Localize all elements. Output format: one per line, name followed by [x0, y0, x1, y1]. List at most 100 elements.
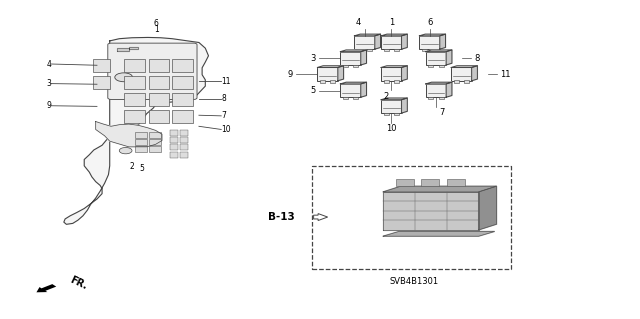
FancyArrow shape: [314, 214, 328, 220]
Bar: [381, 100, 401, 113]
Polygon shape: [381, 66, 407, 68]
Bar: [353, 65, 358, 67]
Text: 11: 11: [221, 77, 231, 85]
Bar: [464, 80, 469, 83]
Polygon shape: [446, 50, 452, 65]
Bar: [317, 68, 338, 81]
Bar: [170, 152, 178, 158]
Bar: [93, 76, 110, 89]
Text: 3: 3: [310, 54, 316, 63]
Bar: [426, 52, 446, 65]
Circle shape: [115, 73, 132, 82]
Text: 8: 8: [474, 54, 479, 63]
Bar: [421, 179, 439, 186]
Bar: [355, 36, 375, 49]
Bar: [384, 49, 389, 51]
Bar: [384, 80, 389, 83]
Bar: [170, 144, 178, 150]
Polygon shape: [401, 98, 407, 113]
Bar: [149, 146, 161, 152]
Bar: [149, 132, 161, 138]
Bar: [367, 49, 372, 51]
Bar: [454, 80, 459, 83]
Bar: [426, 84, 446, 97]
Bar: [384, 113, 389, 115]
Polygon shape: [419, 34, 445, 36]
Polygon shape: [401, 34, 407, 49]
Bar: [394, 49, 399, 51]
Text: 5: 5: [310, 86, 316, 95]
Polygon shape: [383, 232, 495, 236]
Polygon shape: [451, 66, 477, 68]
Polygon shape: [340, 50, 367, 52]
Text: 6: 6: [427, 18, 432, 27]
Bar: [170, 130, 178, 136]
Bar: [148, 93, 169, 106]
Text: 1: 1: [388, 18, 394, 27]
Text: 10: 10: [386, 124, 397, 133]
Bar: [394, 80, 399, 83]
Text: FR.: FR.: [68, 275, 89, 292]
Text: 9: 9: [46, 101, 51, 110]
Bar: [180, 144, 188, 150]
Bar: [353, 97, 358, 100]
Bar: [428, 65, 433, 67]
Bar: [172, 59, 193, 71]
Text: 7: 7: [221, 111, 226, 120]
Text: 3: 3: [46, 79, 51, 88]
Bar: [343, 97, 348, 100]
Bar: [438, 65, 444, 67]
Polygon shape: [383, 192, 479, 230]
FancyBboxPatch shape: [108, 43, 197, 100]
Bar: [451, 68, 472, 81]
Bar: [148, 59, 169, 71]
Bar: [312, 166, 511, 269]
Bar: [172, 93, 193, 106]
Text: 8: 8: [221, 94, 226, 103]
Text: SVB4B1301: SVB4B1301: [390, 277, 439, 286]
Bar: [135, 146, 147, 152]
Bar: [320, 80, 325, 83]
Bar: [172, 76, 193, 89]
Polygon shape: [381, 34, 407, 36]
Polygon shape: [355, 34, 381, 36]
Polygon shape: [338, 66, 344, 81]
Polygon shape: [361, 50, 367, 65]
Bar: [148, 110, 169, 123]
Polygon shape: [383, 186, 497, 192]
Polygon shape: [361, 82, 367, 97]
Bar: [180, 130, 188, 136]
Polygon shape: [426, 82, 452, 84]
Polygon shape: [381, 98, 407, 100]
Bar: [340, 84, 361, 97]
Text: 11: 11: [500, 70, 510, 78]
Bar: [124, 93, 145, 106]
Bar: [148, 76, 169, 89]
Text: 1: 1: [154, 25, 159, 34]
Polygon shape: [479, 186, 497, 230]
Bar: [381, 68, 401, 81]
Text: 4: 4: [46, 60, 51, 69]
FancyArrow shape: [36, 284, 56, 292]
Text: 10: 10: [221, 125, 231, 134]
Text: 2: 2: [130, 162, 134, 171]
Text: 4: 4: [356, 18, 361, 27]
Text: 7: 7: [440, 108, 445, 117]
Polygon shape: [375, 34, 381, 49]
Bar: [438, 97, 444, 100]
Bar: [340, 52, 361, 65]
Circle shape: [119, 147, 132, 154]
Polygon shape: [440, 34, 445, 49]
Polygon shape: [340, 82, 367, 84]
Bar: [428, 97, 433, 100]
Bar: [396, 179, 413, 186]
Bar: [180, 137, 188, 143]
Text: 2: 2: [383, 92, 389, 100]
Bar: [124, 59, 145, 71]
Bar: [381, 36, 401, 49]
Bar: [422, 49, 427, 51]
Polygon shape: [446, 82, 452, 97]
Polygon shape: [117, 47, 138, 51]
Bar: [419, 36, 440, 49]
Polygon shape: [472, 66, 477, 81]
